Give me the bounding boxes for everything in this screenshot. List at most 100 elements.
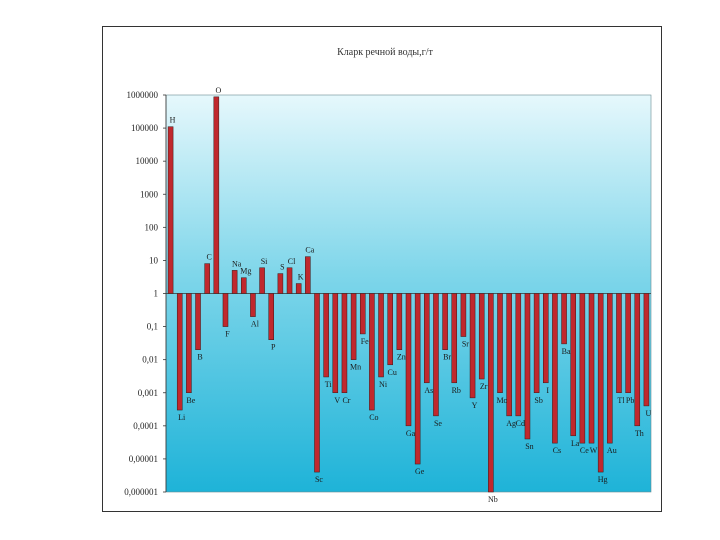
- bar-Pb: [625, 293, 631, 393]
- bar-label-Sb: Sb: [534, 396, 542, 405]
- y-tick-label: 0,001: [138, 388, 158, 398]
- bar-V: [332, 293, 339, 393]
- bar-As: [424, 293, 430, 384]
- y-tick-label: 0,01: [142, 355, 158, 365]
- bar-Mo: [497, 293, 503, 393]
- bar-label-Hg: Hg: [598, 475, 608, 484]
- bar-label-B: B: [197, 353, 202, 362]
- bar-label-P: P: [271, 343, 276, 352]
- chart-frame: Кларк речной воды,г/т 1000000 100000 10000 1…: [102, 26, 662, 512]
- bar-label-Mg: Mg: [240, 267, 251, 276]
- bar-B: [195, 293, 201, 350]
- bar-label-Cs: Cs: [553, 446, 561, 455]
- bar-label-U: U: [646, 409, 652, 418]
- bar-label-Al: Al: [251, 320, 260, 329]
- bar-label-Ge: Ge: [415, 467, 425, 476]
- bar-label-Fe: Fe: [361, 337, 369, 346]
- bar-label-Ga: Ga: [406, 429, 416, 438]
- bar-label-Li: Li: [178, 413, 186, 422]
- bar-label-I: I: [546, 386, 549, 395]
- bar-Tl: [616, 293, 622, 393]
- bar-label-Cd: Cd: [516, 419, 525, 428]
- bar-K: [295, 283, 302, 294]
- bar-Sr: [460, 293, 467, 337]
- bar-label-Sc: Sc: [315, 475, 323, 484]
- bar-Sb: [533, 293, 540, 393]
- bar-label-K: K: [298, 273, 304, 282]
- y-tick-label: 0,1: [147, 322, 158, 332]
- bar-label-Na: Na: [232, 259, 242, 268]
- bar-I: [542, 293, 549, 384]
- bar-Cr: [341, 293, 348, 393]
- bar-H: [167, 126, 174, 294]
- bar-P: [268, 293, 275, 340]
- y-tick-label: 10: [149, 255, 159, 265]
- bar-Fe: [359, 293, 366, 335]
- bar-label-W: W: [590, 446, 598, 455]
- bar-Ba: [561, 293, 567, 345]
- bar-label-La: La: [571, 439, 580, 448]
- y-tick-label: 100000: [131, 123, 159, 133]
- bar-label-Ni: Ni: [379, 380, 388, 389]
- bar-label-Si: Si: [261, 257, 268, 266]
- bar-Zn: [396, 293, 403, 350]
- bar-Na: [231, 270, 238, 294]
- bar-label-Rb: Rb: [452, 386, 461, 395]
- bar-label-Ca: Ca: [305, 246, 314, 255]
- bar-Cl: [286, 267, 293, 294]
- y-tick-label: 1: [154, 289, 159, 299]
- bar-label-Ce: Ce: [580, 446, 589, 455]
- bar-label-O: O: [215, 86, 221, 95]
- bar-Ni: [378, 293, 384, 378]
- bar-Se: [433, 293, 439, 417]
- bar-label-V: V: [334, 396, 340, 405]
- bar-Rb: [451, 293, 458, 384]
- bar-Mg: [241, 277, 247, 294]
- bar-label-Cl: Cl: [288, 257, 296, 266]
- bar-Cu: [387, 293, 393, 366]
- bar-Br: [442, 293, 448, 350]
- bar-Hg: [597, 293, 604, 473]
- bar-label-Zn: Zn: [397, 353, 406, 362]
- bar-label-Th: Th: [635, 429, 644, 438]
- bar-W: [588, 293, 595, 444]
- bar-Sn: [524, 293, 531, 440]
- bar-Be: [186, 293, 192, 393]
- bar-Au: [607, 293, 613, 444]
- bar-label-Mn: Mn: [350, 363, 361, 372]
- bar-Nb: [488, 293, 494, 493]
- bar-label-Au: Au: [607, 446, 617, 455]
- bar-label-Ti: Ti: [325, 380, 333, 389]
- bar-label-Co: Co: [369, 413, 378, 422]
- bar-F: [222, 293, 229, 327]
- bar-label-Ag: Ag: [506, 419, 516, 428]
- bar-Ti: [323, 293, 329, 378]
- bar-Ag: [506, 293, 512, 417]
- bar-U: [643, 293, 650, 407]
- bar-O: [213, 96, 220, 294]
- bar-label-Se: Se: [434, 419, 442, 428]
- bar-C: [204, 263, 210, 294]
- bar-label-Y: Y: [472, 401, 478, 410]
- bar-label-Be: Be: [186, 396, 195, 405]
- bar-label-Cu: Cu: [388, 368, 397, 377]
- bar-Co: [369, 293, 375, 411]
- bar-Y: [469, 293, 476, 399]
- bar-label-Sn: Sn: [525, 442, 533, 451]
- bar-label-Ba: Ba: [562, 347, 571, 356]
- bar-label-Sr: Sr: [462, 340, 469, 349]
- bar-label-Cr: Cr: [342, 396, 350, 405]
- bar-label-Br: Br: [443, 353, 451, 362]
- bar-Th: [634, 293, 641, 427]
- bar-Ga: [405, 293, 412, 427]
- bar-Li: [176, 293, 183, 411]
- bar-label-S: S: [280, 263, 284, 272]
- bar-Zr: [478, 293, 485, 380]
- bar-Ca: [305, 256, 311, 294]
- y-tick-label: 0,0001: [133, 421, 158, 431]
- y-tick-label: 100: [145, 222, 159, 232]
- bar-label-Zr: Zr: [480, 382, 488, 391]
- bar-Ge: [414, 293, 421, 465]
- y-tick-label: 1000: [140, 189, 159, 199]
- chart-svg: Кларк речной воды,г/т 1000000 100000 10000 1…: [124, 47, 652, 504]
